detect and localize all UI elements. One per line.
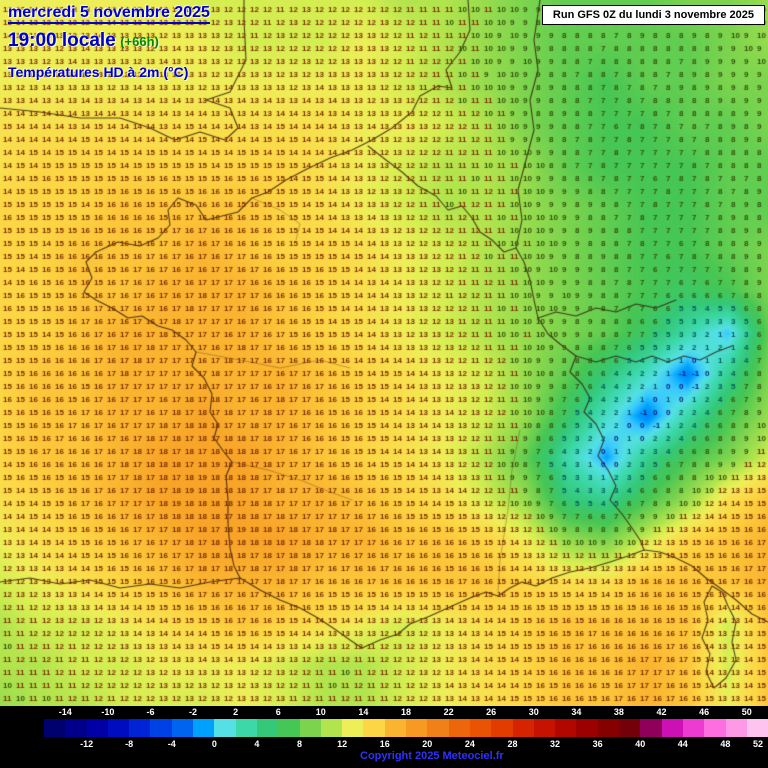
scale-label: 6: [275, 707, 281, 717]
scale-label: 2: [233, 707, 239, 717]
scale-label: 44: [677, 739, 688, 749]
forecast-date-label: mercredi 5 novembre 2025: [8, 4, 210, 24]
scale-label: 12: [337, 739, 348, 749]
forecast-time-label: 19:00 locale: [8, 30, 116, 51]
scale-block: [214, 719, 236, 737]
scale-block: [597, 719, 620, 737]
scale-block: [469, 719, 492, 737]
parameter-label: Températures HD à 2m (°C): [8, 64, 189, 80]
copyright-link[interactable]: Copyright 2025 Meteociel.fr: [360, 750, 504, 762]
forecast-offset-label: (+66h): [120, 34, 159, 49]
scale-block: [193, 719, 215, 737]
scale-block: [725, 719, 747, 737]
scale-label: 46: [699, 707, 710, 717]
scale-block: [555, 719, 577, 737]
scale-label: 26: [486, 707, 497, 717]
scale-label: 8: [297, 739, 303, 749]
scale-block: [576, 719, 598, 737]
scale-block: [704, 719, 726, 737]
scale-label: 14: [358, 707, 369, 717]
scale-label: 0: [211, 739, 217, 749]
color-scale-area: -14 -10 -6 -2 2 6 10 14 18 22 26 30 34 38 42 46 50 -12 -8…: [0, 706, 768, 768]
scale-label: 28: [507, 739, 518, 749]
scale-label: 20: [422, 739, 433, 749]
scale-label: 18: [400, 707, 412, 717]
scale-block: [448, 719, 470, 737]
scale-block: [619, 719, 641, 737]
scale-label: 32: [550, 739, 561, 749]
scale-block: [533, 719, 556, 737]
scale-block: [746, 719, 768, 737]
scale-label: 34: [571, 707, 582, 717]
scale-label: -4: [167, 739, 176, 749]
scale-block: [342, 719, 364, 737]
scale-label: -10: [101, 707, 115, 717]
scale-label: 24: [464, 739, 475, 749]
forecast-time-row: 19:00 locale (+66h): [8, 30, 210, 52]
scale-label: 36: [592, 739, 603, 749]
scale-label: 4: [254, 739, 260, 749]
scale-block: [86, 719, 108, 737]
temperature-heatmap-canvas: [0, 0, 768, 706]
scale-label: 38: [613, 707, 624, 717]
scale-block: [171, 719, 194, 737]
scale-block: [491, 719, 513, 737]
scale-label: -12: [80, 739, 94, 749]
scale-label: 10: [315, 707, 326, 717]
scale-block: [299, 719, 321, 737]
scale-block: [512, 719, 534, 737]
scale-label: 50: [741, 707, 752, 717]
scale-block: [406, 719, 428, 737]
color-scale-bar: [44, 719, 768, 737]
scale-label: -6: [146, 707, 155, 717]
scale-label: 16: [379, 739, 390, 749]
scale-block: [384, 719, 407, 737]
scale-block: [44, 719, 66, 737]
scale-block: [150, 719, 172, 737]
scale-block: [320, 719, 343, 737]
scale-block: [682, 719, 705, 737]
scale-block: [256, 719, 279, 737]
scale-block: [129, 719, 151, 737]
scale-label: 48: [720, 739, 731, 749]
scale-label: 52: [752, 739, 764, 749]
scale-block: [640, 719, 662, 737]
model-run-box: Run GFS 0Z du lundi 3 novembre 2025: [541, 5, 765, 25]
scale-label: 40: [635, 739, 646, 749]
map-header: mercredi 5 novembre 2025 19:00 locale (+…: [8, 4, 210, 80]
scale-label: -2: [189, 707, 198, 717]
scale-label: 22: [443, 707, 454, 717]
scale-block: [363, 719, 385, 737]
scale-block: [65, 719, 87, 737]
scale-label: 30: [528, 707, 539, 717]
scale-block: [427, 719, 449, 737]
scale-label: -8: [125, 739, 134, 749]
scale-label: -14: [58, 707, 72, 717]
scale-block: [107, 719, 130, 737]
scale-block: [661, 719, 683, 737]
scale-block: [235, 719, 257, 737]
scale-label: 42: [656, 707, 667, 717]
scale-block: [278, 719, 300, 737]
